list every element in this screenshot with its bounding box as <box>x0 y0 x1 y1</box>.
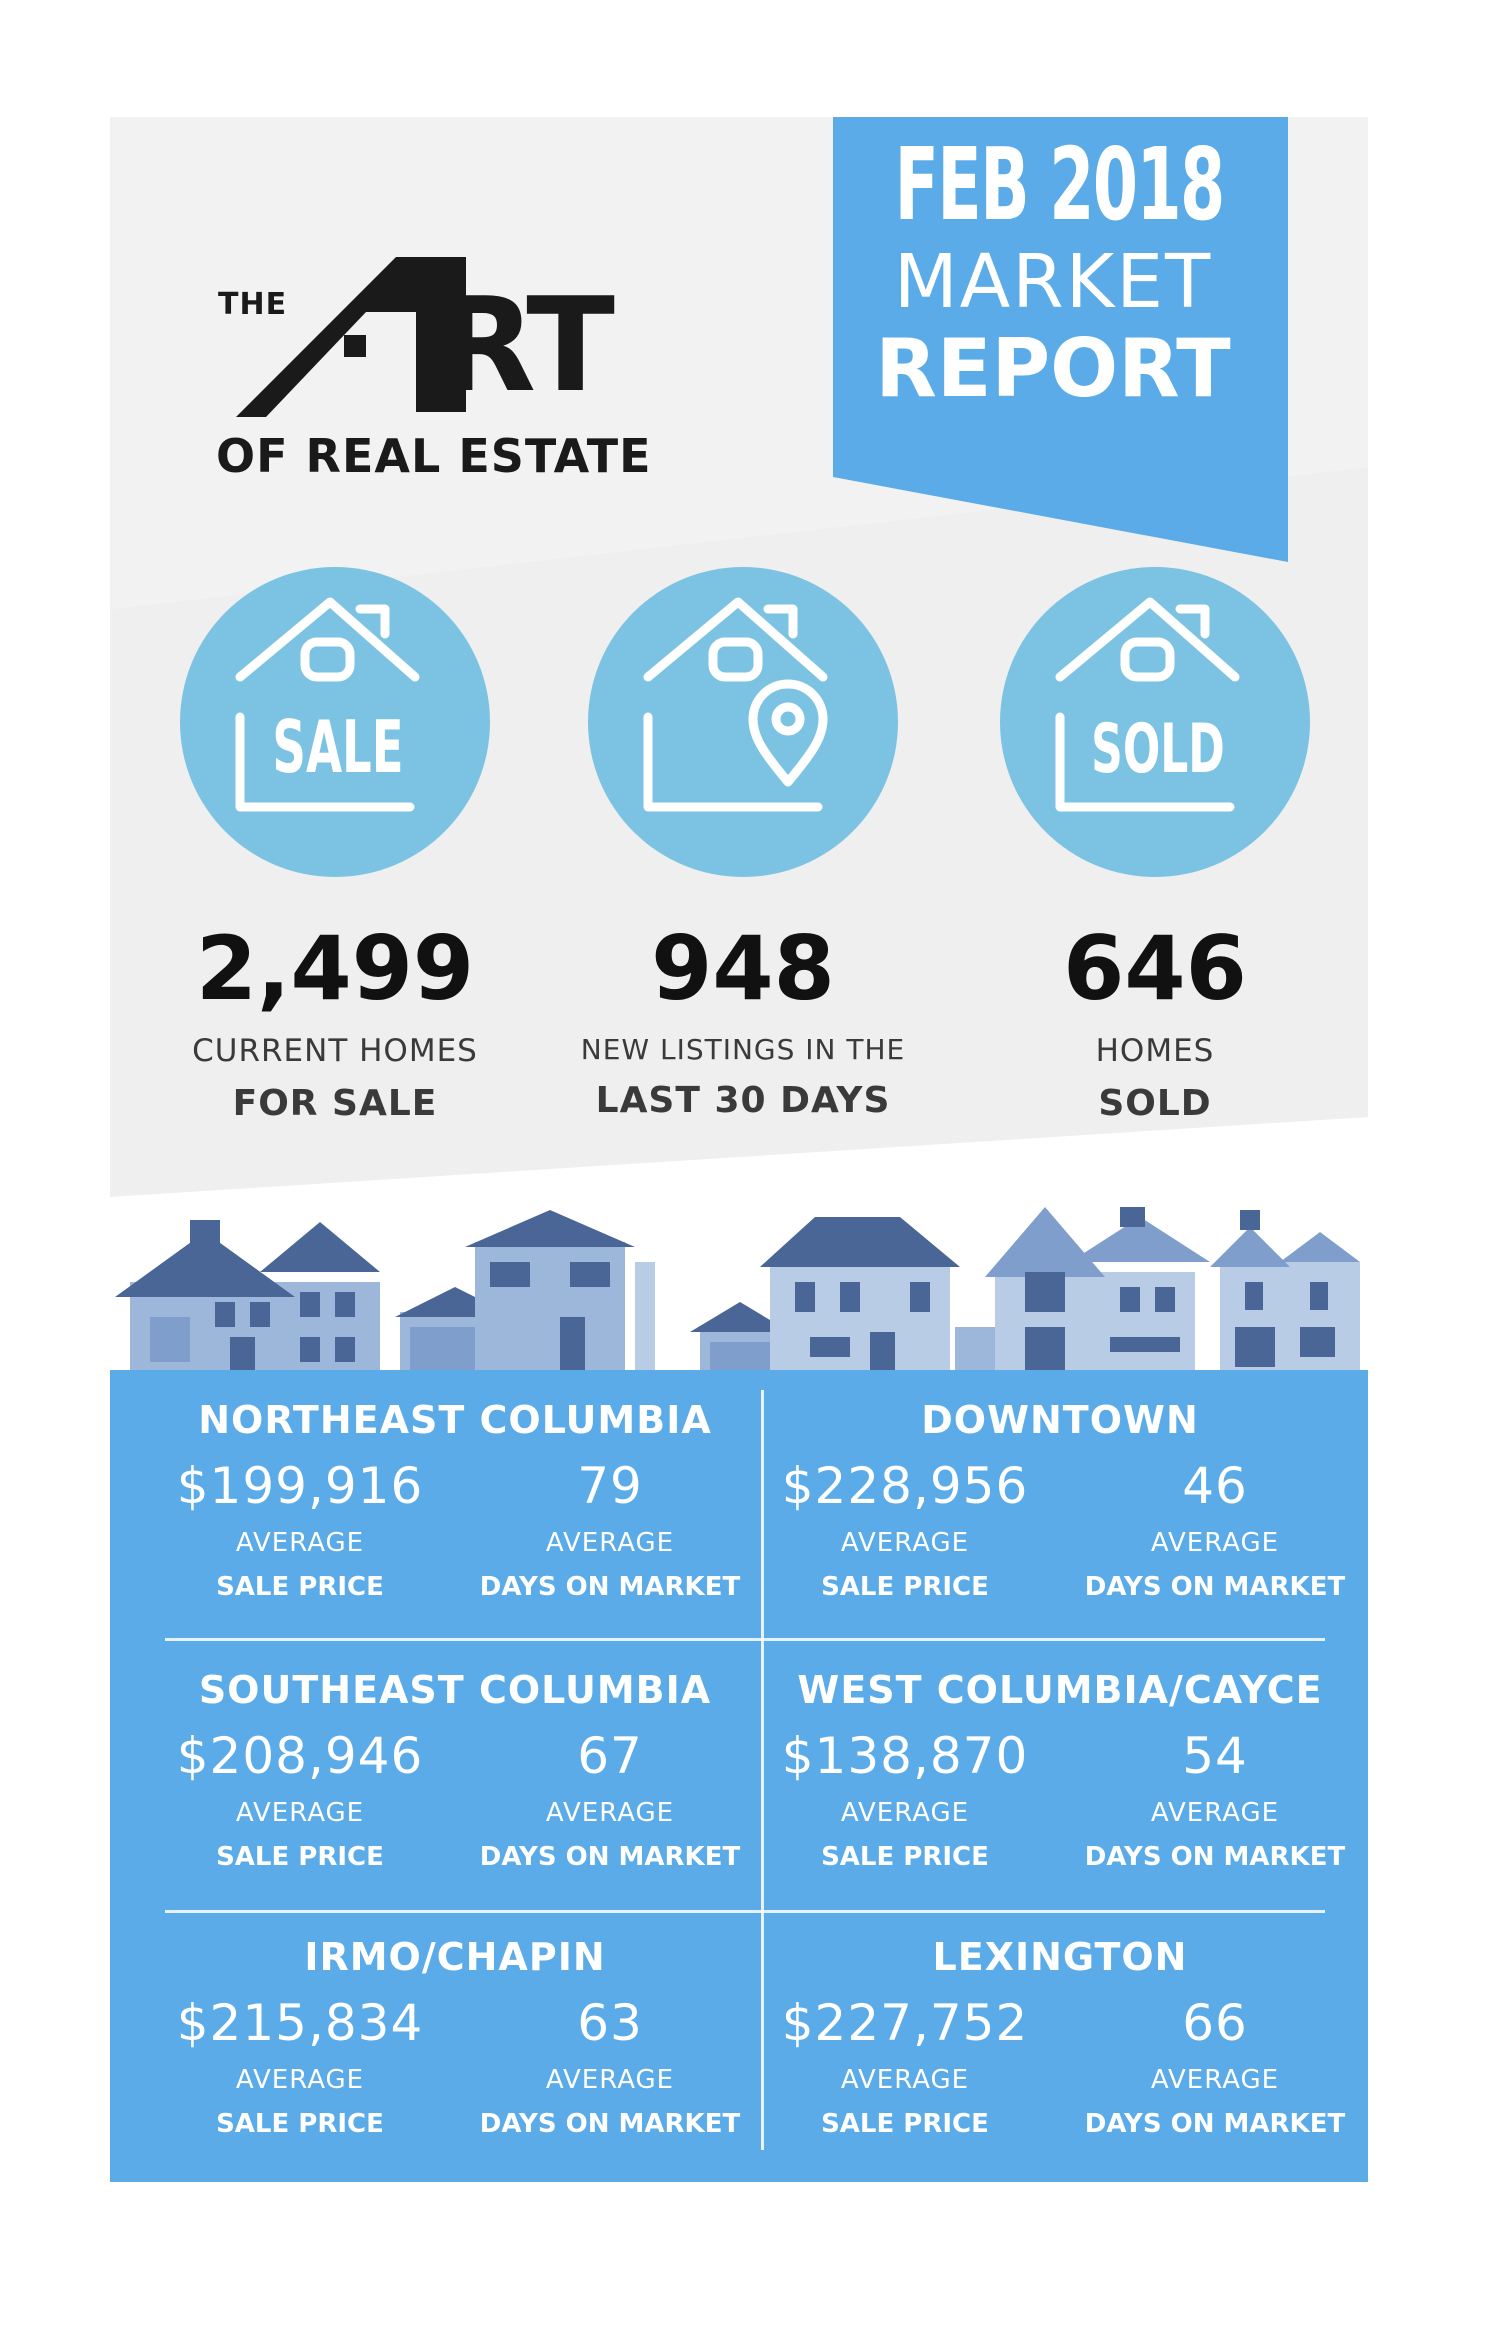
average-days-on-market: 46 <box>1182 1457 1248 1515</box>
region-name: DOWNTOWN <box>921 1398 1199 1442</box>
stat-label-bold: SOLD <box>1098 1083 1212 1124</box>
houses-illustration <box>115 1207 1360 1377</box>
stat-for-sale: SALE 2,499 CURRENT HOMES FOR SALE <box>155 567 515 1124</box>
house-4-icon <box>985 1207 1210 1377</box>
price-label: AVERAGE <box>840 2065 970 2095</box>
days-label: AVERAGE <box>1150 1528 1280 1558</box>
average-sale-price: $208,946 <box>176 1727 424 1785</box>
company-logo: THE RT OF REAL ESTATE <box>216 187 716 483</box>
stat-value: 646 <box>1063 917 1247 1020</box>
price-label-bold: SALE PRICE <box>821 1572 989 1602</box>
region-name: WEST COLUMBIA/CAYCE <box>797 1668 1323 1712</box>
market-report-flyer: THE RT OF REAL ESTATE FEB 2018 MARKET RE… <box>110 117 1368 2182</box>
price-label-bold: SALE PRICE <box>821 1842 989 1872</box>
column-divider <box>761 1390 764 2150</box>
row-divider <box>165 1638 1325 1641</box>
stat-label: NEW LISTINGS IN THE <box>580 1033 906 1066</box>
region-name: LEXINGTON <box>932 1935 1188 1979</box>
region-southeast-columbia: SOUTHEAST COLUMBIA $208,946 AVERAGE SALE… <box>145 1668 765 1872</box>
days-label-bold: DAYS ON MARKET <box>479 1572 741 1602</box>
average-sale-price: $215,834 <box>176 1994 424 2052</box>
region-northeast-columbia: NORTHEAST COLUMBIA $199,916 AVERAGE SALE… <box>145 1398 765 1602</box>
average-sale-price: $199,916 <box>176 1457 424 1515</box>
stat-homes-sold: SOLD 646 HOMES SOLD <box>975 567 1335 1124</box>
average-days-on-market: 79 <box>577 1457 643 1515</box>
house-location-pin-icon <box>588 567 898 877</box>
region-lexington: LEXINGTON $227,752 AVERAGE SALE PRICE 66… <box>750 1935 1368 2139</box>
sale-icon-text: SALE <box>272 705 403 789</box>
days-label-bold: DAYS ON MARKET <box>479 1842 741 1872</box>
house-2-icon <box>395 1210 655 1377</box>
average-days-on-market: 63 <box>577 1994 643 2052</box>
price-label: AVERAGE <box>235 1528 365 1558</box>
days-label-bold: DAYS ON MARKET <box>1084 1842 1346 1872</box>
days-label: AVERAGE <box>545 1528 675 1558</box>
region-west-columbia-cayce: WEST COLUMBIA/CAYCE $138,870 AVERAGE SAL… <box>750 1668 1368 1872</box>
average-sale-price: $228,956 <box>781 1457 1029 1515</box>
report-title-report: REPORT <box>875 322 1231 415</box>
house-sale-icon: SALE <box>180 567 490 877</box>
days-label: AVERAGE <box>545 2065 675 2095</box>
days-label-bold: DAYS ON MARKET <box>479 2109 741 2139</box>
stat-new-listings: 948 NEW LISTINGS IN THE LAST 30 DAYS <box>563 567 923 1121</box>
logo-subtitle: OF REAL ESTATE <box>216 429 652 483</box>
logo-rt: RT <box>436 269 615 421</box>
region-name: NORTHEAST COLUMBIA <box>198 1398 712 1442</box>
stat-value: 948 <box>651 917 835 1020</box>
row-divider <box>165 1910 1325 1913</box>
price-label: AVERAGE <box>840 1798 970 1828</box>
stat-label-bold: LAST 30 DAYS <box>595 1080 891 1121</box>
average-sale-price: $138,870 <box>781 1727 1029 1785</box>
days-label: AVERAGE <box>1150 2065 1280 2095</box>
sold-icon-text: SOLD <box>1091 709 1225 788</box>
price-label: AVERAGE <box>235 1798 365 1828</box>
report-title-market: MARKET <box>893 239 1213 325</box>
days-label-bold: DAYS ON MARKET <box>1084 1572 1346 1602</box>
report-date: FEB 2018 <box>894 126 1226 243</box>
house-1-icon <box>115 1220 380 1377</box>
house-3-icon <box>690 1217 995 1377</box>
report-title: FEB 2018 MARKET REPORT <box>833 129 1273 415</box>
days-label-bold: DAYS ON MARKET <box>1084 2109 1346 2139</box>
logo-the: THE <box>218 287 288 322</box>
price-label-bold: SALE PRICE <box>821 2109 989 2139</box>
region-name: SOUTHEAST COLUMBIA <box>198 1668 712 1712</box>
stat-value: 2,499 <box>195 917 475 1020</box>
price-label: AVERAGE <box>235 2065 365 2095</box>
price-label-bold: SALE PRICE <box>216 2109 384 2139</box>
stat-label: HOMES <box>1095 1033 1215 1069</box>
report-banner <box>833 117 1288 562</box>
regions-panel: NORTHEAST COLUMBIA $199,916 AVERAGE SALE… <box>110 1370 1368 2182</box>
region-downtown: DOWNTOWN $228,956 AVERAGE SALE PRICE 46 … <box>750 1398 1368 1602</box>
average-days-on-market: 54 <box>1182 1727 1248 1785</box>
price-label-bold: SALE PRICE <box>216 1842 384 1872</box>
average-days-on-market: 66 <box>1182 1994 1248 2052</box>
region-name: IRMO/CHAPIN <box>304 1935 606 1979</box>
average-sale-price: $227,752 <box>781 1994 1029 2052</box>
house-5-icon <box>1210 1210 1360 1377</box>
stat-label-bold: FOR SALE <box>232 1083 438 1124</box>
price-label-bold: SALE PRICE <box>216 1572 384 1602</box>
region-irmo-chapin: IRMO/CHAPIN $215,834 AVERAGE SALE PRICE … <box>145 1935 765 2139</box>
price-label: AVERAGE <box>840 1528 970 1558</box>
days-label: AVERAGE <box>1150 1798 1280 1828</box>
house-sold-icon: SOLD <box>1000 567 1310 877</box>
stat-label: CURRENT HOMES <box>192 1033 478 1069</box>
average-days-on-market: 67 <box>577 1727 643 1785</box>
days-label: AVERAGE <box>545 1798 675 1828</box>
roof-a-icon <box>236 257 466 417</box>
